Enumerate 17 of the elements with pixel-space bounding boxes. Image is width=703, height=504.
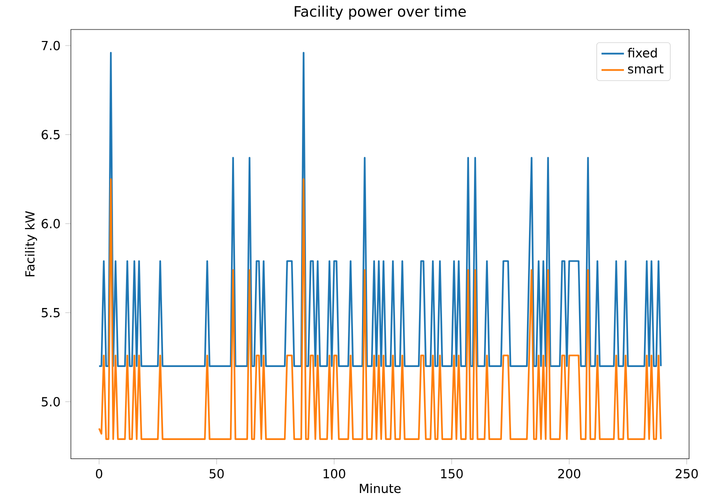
x-tick-label: 50 [210, 468, 224, 478]
x-tick-label: 0 [96, 468, 102, 478]
y-tick-label: 5.5 [42, 308, 60, 318]
y-tick-label: 6.5 [42, 130, 60, 140]
y-tick-label: 6.0 [42, 218, 60, 228]
x-tick-label: 150 [441, 468, 463, 478]
line-series [98, 178, 662, 440]
legend-label: smart [628, 64, 664, 74]
legend-label: fixed [628, 48, 657, 58]
x-axis-title: Minute [360, 483, 401, 494]
x-tick-label: 250 [676, 468, 698, 478]
y-axis-title: Facility kW [24, 211, 38, 276]
y-tick-label: 5.0 [42, 397, 60, 406]
y-tick-label: 7.0 [42, 40, 60, 50]
x-tick-label: 100 [324, 468, 346, 478]
x-tick-label: 200 [558, 468, 580, 478]
chart-title: Facility power over time [294, 6, 466, 20]
